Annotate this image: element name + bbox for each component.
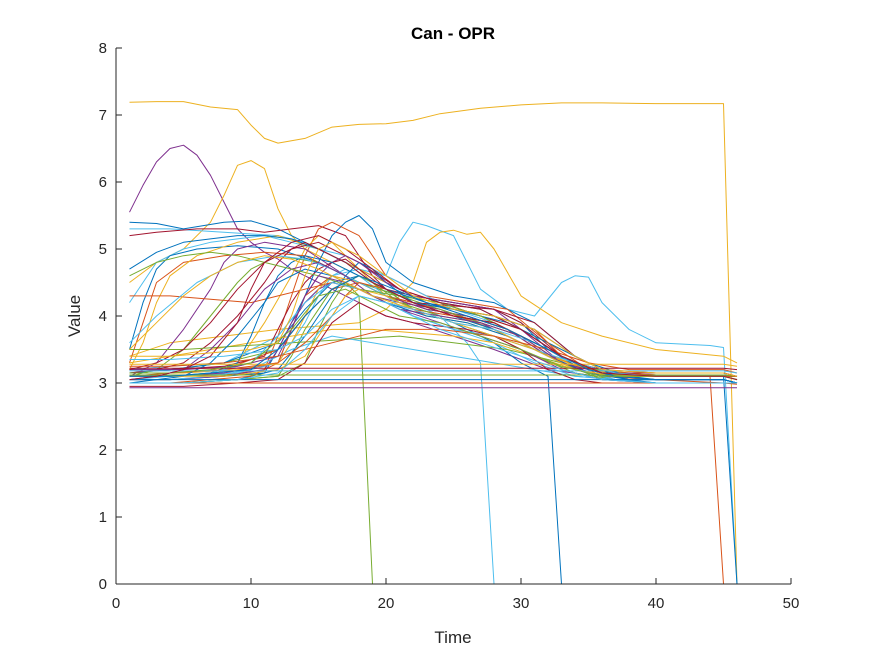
series-line-48	[129, 295, 738, 381]
x-ticks: 0 10 20 30 40 50	[112, 578, 800, 612]
x-axis-label: Time	[434, 628, 471, 647]
y-tick-label: 5	[99, 241, 107, 258]
x-tick-label: 30	[513, 595, 530, 612]
series-line-59	[129, 235, 738, 381]
series-line-54	[129, 367, 738, 371]
series-line-53	[129, 374, 738, 377]
y-tick-label: 0	[99, 576, 107, 593]
x-tick-label: 10	[243, 595, 260, 612]
y-tick-label: 2	[99, 442, 107, 459]
y-tick-label: 8	[99, 40, 107, 57]
x-tick-label: 40	[648, 595, 665, 612]
series-line-57	[129, 275, 738, 384]
x-tick-label: 0	[112, 595, 120, 612]
y-tick-label: 3	[99, 375, 107, 392]
y-tick-label: 6	[99, 174, 107, 191]
y-tick-label: 7	[99, 107, 107, 124]
series-line-49	[129, 328, 738, 374]
x-tick-label: 20	[378, 595, 395, 612]
series-line-60	[129, 241, 738, 377]
y-tick-label: 4	[99, 308, 107, 325]
y-ticks: 0 1 2 3 4 5 6 7 8	[99, 40, 122, 593]
series-line-3	[129, 160, 738, 381]
chart-title: Can - OPR	[411, 24, 495, 43]
series-line-61	[129, 295, 737, 384]
y-axis-label: Value	[65, 295, 84, 337]
series-line-1	[129, 101, 738, 585]
series-line-56	[129, 363, 738, 367]
series-line-58	[129, 288, 738, 381]
y-tick-label: 1	[99, 509, 107, 526]
x-tick-label: 50	[783, 595, 800, 612]
series-line-55	[129, 370, 738, 374]
